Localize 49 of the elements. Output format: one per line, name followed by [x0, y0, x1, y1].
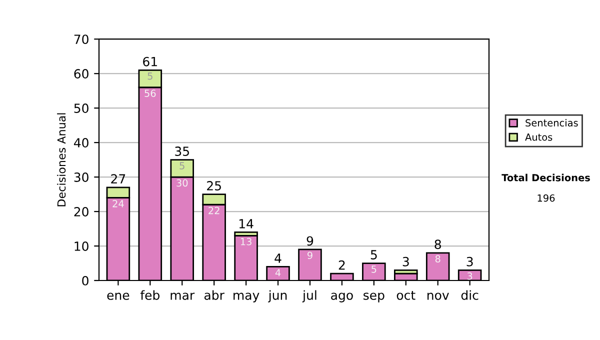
x-tick-label: dic	[461, 290, 478, 300]
total-label: 4	[274, 254, 282, 263]
total-label: 9	[306, 236, 314, 246]
y-tick-label: 20	[74, 207, 88, 216]
data-label: 5	[148, 72, 152, 80]
total-label: 2	[338, 260, 345, 270]
y-tick-label: 70	[74, 34, 88, 44]
total-label: 14	[239, 219, 254, 228]
y-tick-label: 40	[74, 138, 88, 148]
x-tick-label: nov	[428, 292, 449, 300]
y-tick-label: 30	[74, 172, 88, 182]
data-label: 22	[208, 206, 220, 214]
total-label: 3	[402, 256, 409, 266]
data-label: 9	[308, 252, 312, 260]
total-label: 8	[434, 240, 441, 250]
legend-label: Autos	[525, 134, 552, 141]
text: Total Decisiones	[502, 174, 590, 182]
x-tick-label: jun	[268, 290, 287, 302]
total-label: 35	[175, 146, 189, 156]
data-label: 24	[112, 200, 124, 208]
x-tick-label: feb	[140, 290, 160, 300]
data-label: 8	[435, 255, 440, 263]
total-label: 27	[111, 174, 126, 184]
y-tick-label: 10	[74, 241, 88, 251]
total-label: 5	[370, 250, 377, 260]
data-label: 13	[240, 238, 252, 246]
y-tick-label: 50	[74, 104, 88, 113]
y-axis-title: Decisiones Anual	[57, 113, 66, 206]
total-label: 25	[207, 181, 221, 190]
x-tick-label: oct	[396, 290, 416, 300]
data-label: 5	[372, 266, 376, 273]
x-tick-label: abr	[204, 290, 224, 300]
text: 196	[538, 194, 555, 202]
x-tick-label: mar	[170, 292, 195, 300]
total-label: 61	[143, 56, 157, 66]
data-label: 3	[467, 272, 472, 280]
x-tick-label: ene	[107, 292, 130, 300]
total-label: 3	[466, 256, 473, 266]
data-label: 30	[176, 179, 188, 187]
y-tick-label: 60	[74, 69, 88, 79]
x-tick-label: ago	[331, 292, 353, 302]
legend-label: Sentencias	[526, 118, 578, 127]
x-tick-label: jul	[302, 290, 316, 302]
x-tick-label: sep	[364, 292, 384, 302]
data-label: 5	[180, 162, 184, 170]
x-tick-label: may	[234, 292, 260, 302]
y-tick-label: 0	[82, 276, 88, 286]
data-label: 56	[144, 90, 156, 97]
data-label: 4	[275, 269, 281, 276]
